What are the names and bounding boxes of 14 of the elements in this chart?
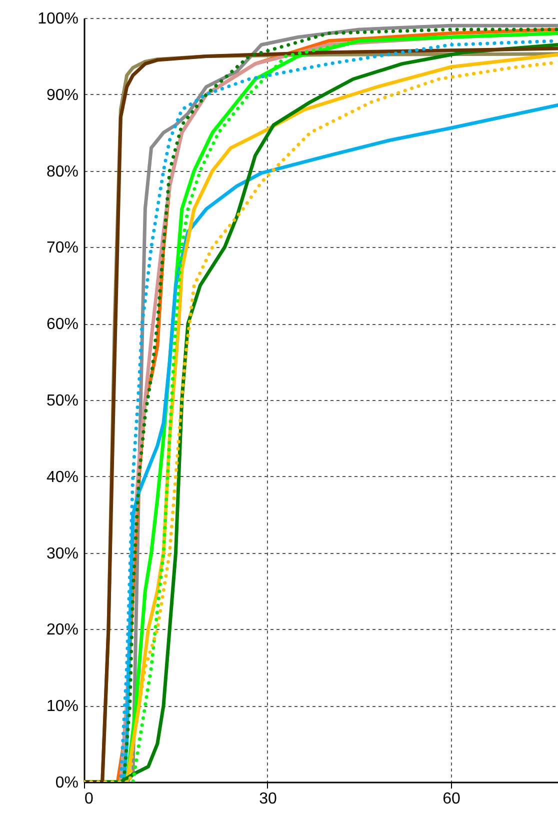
y-tick-label: 10%	[46, 698, 78, 716]
x-tick-label: 30	[259, 790, 277, 808]
y-tick-label: 50%	[46, 392, 78, 410]
y-tick-label: 30%	[46, 545, 78, 562]
y-tick-label: 90%	[46, 86, 78, 104]
y-tick-label: 100%	[38, 10, 78, 28]
y-tick-label: 20%	[46, 622, 78, 639]
x-tick-label: 60	[442, 790, 460, 808]
y-tick-label: 80%	[46, 163, 78, 180]
y-tick-label: 0%	[55, 774, 78, 792]
y-tick-label: 70%	[46, 240, 78, 257]
y-tick-label: 60%	[46, 316, 78, 334]
y-tick-label: 40%	[46, 468, 78, 486]
x-tick-label: 0	[84, 790, 94, 808]
